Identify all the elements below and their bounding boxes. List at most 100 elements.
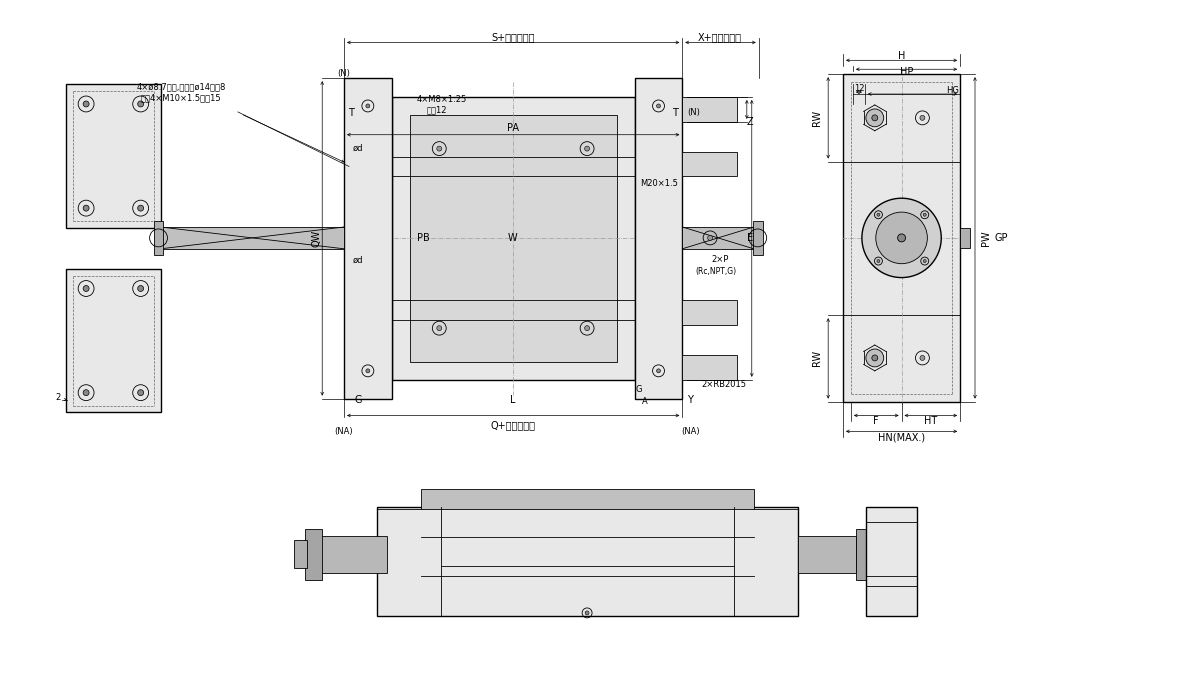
Bar [344, 78, 392, 398]
Circle shape [657, 369, 660, 373]
Text: RW: RW [812, 110, 822, 126]
Text: HP: HP [900, 67, 913, 77]
Circle shape [866, 349, 884, 367]
Text: X+ストローク: X+ストローク [698, 32, 742, 43]
Bar [855, 528, 873, 580]
Circle shape [875, 257, 883, 265]
Bar [752, 221, 763, 255]
Circle shape [138, 390, 144, 395]
Bar [161, 227, 344, 248]
Text: ød: ød [352, 144, 363, 153]
Text: F: F [873, 416, 878, 426]
Text: 2×P: 2×P [712, 256, 728, 264]
Circle shape [138, 101, 144, 107]
Circle shape [872, 115, 878, 121]
Circle shape [437, 326, 442, 330]
Circle shape [83, 390, 89, 395]
Text: G: G [355, 395, 362, 405]
Text: 2: 2 [55, 393, 61, 402]
Circle shape [83, 101, 89, 107]
Circle shape [924, 260, 926, 262]
Text: (Rc,NPT,G): (Rc,NPT,G) [696, 267, 737, 276]
Circle shape [365, 369, 370, 373]
Bar [319, 536, 387, 573]
Bar [683, 97, 737, 122]
Text: T: T [349, 108, 353, 118]
Bar [866, 507, 918, 616]
Bar [683, 227, 754, 248]
Circle shape [866, 109, 884, 127]
Text: (NA): (NA) [334, 427, 353, 436]
Circle shape [657, 104, 660, 108]
Bar [683, 355, 737, 380]
Text: 深さ12: 深さ12 [426, 106, 448, 114]
Text: G: G [635, 385, 642, 394]
Circle shape [585, 326, 589, 330]
Text: M20×1.5: M20×1.5 [641, 178, 678, 188]
Text: 4×M8×1.25: 4×M8×1.25 [416, 95, 466, 104]
Bar [635, 78, 683, 398]
Text: GP: GP [994, 233, 1009, 243]
Circle shape [920, 116, 925, 120]
Bar [798, 536, 855, 573]
Circle shape [877, 260, 879, 262]
Circle shape [83, 205, 89, 211]
Bar [870, 540, 883, 568]
Text: Z: Z [746, 117, 754, 127]
Bar [960, 228, 970, 248]
Text: 裏側4×M10×1.5深さ15: 裏側4×M10×1.5深さ15 [141, 94, 222, 102]
Circle shape [585, 611, 589, 615]
Text: Q+ストローク: Q+ストローク [490, 421, 536, 430]
Text: PW: PW [981, 230, 991, 246]
Text: ød: ød [352, 256, 363, 264]
Text: HT: HT [924, 416, 937, 426]
Circle shape [872, 355, 878, 361]
Text: S+ストローク: S+ストローク [491, 32, 534, 43]
Text: 12: 12 [854, 83, 864, 92]
Bar [410, 115, 617, 362]
Text: H: H [897, 51, 906, 62]
Text: Y: Y [688, 395, 694, 405]
Circle shape [708, 235, 713, 240]
Circle shape [875, 211, 883, 218]
Text: (N): (N) [338, 69, 351, 78]
Text: A: A [642, 397, 647, 406]
Circle shape [83, 286, 89, 291]
Circle shape [876, 212, 927, 264]
Text: HN(MAX.): HN(MAX.) [878, 433, 925, 442]
Text: (NA): (NA) [680, 427, 700, 436]
Circle shape [138, 286, 144, 291]
Text: HG: HG [945, 85, 958, 94]
Text: W: W [508, 233, 518, 243]
Bar [305, 528, 322, 580]
Circle shape [861, 198, 942, 278]
Circle shape [921, 211, 928, 218]
Text: QW: QW [311, 230, 321, 246]
Bar [392, 97, 635, 380]
Bar [422, 489, 754, 509]
Bar [377, 507, 798, 616]
Text: RW: RW [812, 350, 822, 366]
Circle shape [877, 214, 879, 216]
Text: 2×RB2015: 2×RB2015 [702, 380, 746, 389]
Text: (N): (N) [688, 108, 700, 118]
Text: E: E [746, 233, 752, 243]
Circle shape [138, 205, 144, 211]
Circle shape [585, 146, 589, 151]
Circle shape [897, 234, 906, 242]
Circle shape [920, 356, 925, 360]
Text: PA: PA [507, 122, 519, 133]
Bar [295, 540, 308, 568]
Bar [66, 269, 161, 412]
Bar [683, 300, 737, 326]
Bar [153, 221, 163, 255]
Circle shape [365, 104, 370, 108]
Circle shape [924, 214, 926, 216]
Text: T: T [672, 108, 678, 118]
Bar [66, 84, 161, 228]
Text: PB: PB [417, 233, 430, 243]
Text: L: L [510, 395, 515, 405]
Text: 4×ø8.7通し,座ぐりø14深さ8: 4×ø8.7通し,座ぐりø14深さ8 [137, 83, 226, 92]
Bar [683, 152, 737, 176]
Bar [843, 74, 960, 402]
